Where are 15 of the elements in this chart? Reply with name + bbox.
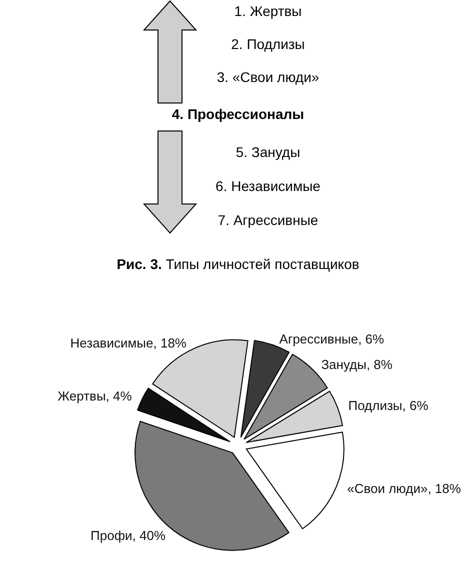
slice-label: Агрессивные, 6% <box>279 332 385 347</box>
text: Рис. 3. Типы личностей поставщиков <box>116 256 360 272</box>
text: 2. Подлизы <box>230 36 306 52</box>
slice-label: Зануды, 8% <box>321 357 393 372</box>
text: 3. «Свои люди» <box>216 69 320 85</box>
text: 6. Независимые <box>214 178 322 194</box>
text: 4. Профессионалы <box>170 106 306 122</box>
slice-label: Жертвы, 4% <box>58 388 132 404</box>
slice-label: Подлизы, 6% <box>348 398 429 414</box>
slice-label: «Свои люди», 18% <box>347 480 462 496</box>
slice-label: Профи, 40% <box>90 528 166 544</box>
slice-label: Независимые, 18% <box>70 336 187 351</box>
text: 1. Жертвы <box>233 3 303 19</box>
text: 5. Зануды <box>234 144 302 160</box>
text: 7. Агрессивные <box>216 212 320 228</box>
